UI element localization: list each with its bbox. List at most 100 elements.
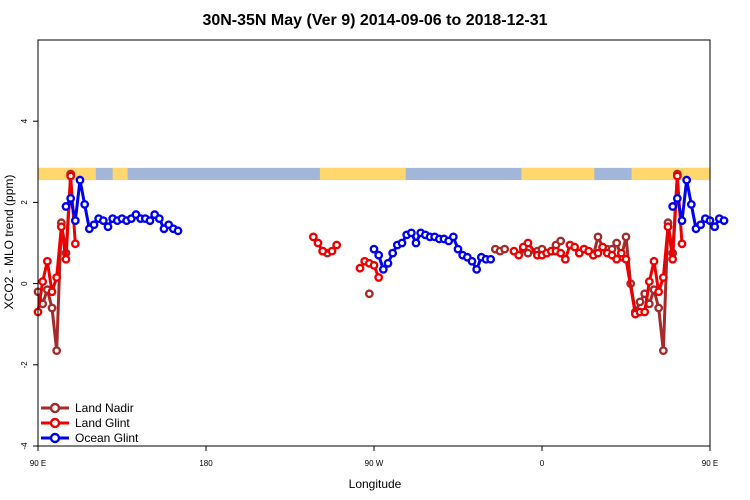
series-1-point-29 bbox=[560, 254, 570, 264]
series-1-point-37 bbox=[598, 242, 608, 252]
series-1-point-3 bbox=[47, 287, 57, 297]
series-1-point-31 bbox=[570, 242, 580, 252]
series-0-point-40 bbox=[658, 346, 668, 355]
series-2-point-60 bbox=[710, 222, 720, 232]
series-0-point-39 bbox=[654, 303, 664, 313]
series-0 bbox=[33, 169, 682, 355]
series-2-point-50 bbox=[486, 254, 496, 264]
series-1-point-22 bbox=[523, 238, 533, 248]
series-0-point-21 bbox=[556, 236, 566, 246]
land-segment-4 bbox=[631, 167, 710, 181]
x-tick-label-1: 180 bbox=[199, 459, 213, 468]
series-2-point-18 bbox=[145, 216, 155, 226]
data-series bbox=[33, 169, 729, 355]
series-0-point-26 bbox=[593, 232, 603, 242]
y-axis: -4 -2 0 2 4 bbox=[20, 118, 38, 450]
series-2-point-9 bbox=[103, 222, 113, 232]
series-2-point-47 bbox=[472, 264, 482, 274]
chart-title: 30N-35N May (Ver 9) 2014-09-06 to 2018-1… bbox=[202, 12, 547, 29]
series-0-point-35 bbox=[635, 297, 645, 307]
legend-label-0: Land Nadir bbox=[75, 401, 134, 415]
series-2-point-27 bbox=[378, 264, 388, 274]
x-tick-label-3: 0 bbox=[540, 459, 545, 468]
legend-label-2: Ocean Glint bbox=[75, 431, 139, 445]
series-2-point-28 bbox=[383, 258, 393, 268]
series-1-point-18 bbox=[374, 273, 384, 282]
series-2-point-34 bbox=[411, 238, 421, 248]
y-axis-label: XCO2 - MLO trend (ppm) bbox=[2, 175, 16, 310]
series-1-point-9 bbox=[308, 232, 318, 242]
series-2-point-55 bbox=[686, 200, 696, 209]
series-2-point-6 bbox=[89, 220, 99, 230]
series-0-point-3 bbox=[47, 303, 57, 313]
y-tick-label-3: 2 bbox=[20, 200, 29, 205]
series-2-point-52 bbox=[672, 193, 682, 203]
land-segment-2 bbox=[319, 167, 406, 181]
series-2-point-54 bbox=[682, 175, 692, 185]
series-1-point-49 bbox=[658, 273, 668, 282]
legend-marker-2 bbox=[49, 432, 61, 444]
series-0-point-4 bbox=[52, 346, 62, 355]
series-1-point-28 bbox=[556, 248, 566, 258]
series-1-point-52 bbox=[672, 171, 682, 181]
series-1-point-13 bbox=[332, 240, 342, 250]
series-0-point-10 bbox=[364, 289, 374, 299]
series-2-point-0 bbox=[61, 202, 71, 211]
series-1-point-8 bbox=[70, 239, 80, 249]
series-0-point-13 bbox=[500, 244, 510, 254]
series-1-point-40 bbox=[612, 254, 622, 264]
x-tick-label-4: 90 E bbox=[702, 459, 718, 468]
series-1-point-1 bbox=[38, 277, 48, 286]
x-tick-label-2: 90 W bbox=[365, 459, 384, 468]
x-tick-label-0: 90 E bbox=[30, 459, 46, 468]
series-0-point-15 bbox=[523, 248, 533, 258]
series-2-point-29 bbox=[388, 248, 398, 258]
land-segment-1 bbox=[112, 167, 128, 181]
series-2-point-24 bbox=[173, 226, 183, 236]
series-1-point-2 bbox=[42, 256, 52, 266]
land-ocean-mask bbox=[38, 167, 710, 181]
series-2-point-33 bbox=[406, 228, 416, 238]
series-1-point-47 bbox=[649, 256, 659, 266]
series-2-point-53 bbox=[677, 216, 687, 226]
series-1-point-6 bbox=[61, 254, 71, 264]
series-2-point-8 bbox=[98, 216, 108, 226]
series-2-point-1 bbox=[66, 193, 76, 203]
series-1-point-45 bbox=[640, 307, 650, 317]
series-1-point-53 bbox=[677, 239, 687, 249]
series-2-point-42 bbox=[448, 232, 458, 242]
series-2-point-62 bbox=[719, 216, 729, 226]
series-1-point-11 bbox=[318, 246, 328, 256]
series-1 bbox=[33, 171, 687, 319]
series-1-point-4 bbox=[52, 273, 62, 282]
land-segment-3 bbox=[521, 167, 595, 181]
series-1-point-36 bbox=[593, 248, 603, 258]
series-0-point-32 bbox=[621, 232, 631, 242]
series-1-point-10 bbox=[313, 238, 323, 248]
series-2-point-57 bbox=[696, 220, 706, 230]
series-2-point-43 bbox=[453, 244, 463, 254]
series-0-point-30 bbox=[612, 238, 622, 248]
series-1-point-41 bbox=[616, 248, 626, 258]
x-axis-label: Longitude bbox=[349, 477, 402, 491]
series-2-point-2 bbox=[70, 216, 80, 226]
series-2-point-4 bbox=[80, 200, 90, 209]
series-2-point-25 bbox=[369, 244, 379, 254]
series-1-point-51 bbox=[668, 254, 678, 264]
series-2-point-31 bbox=[397, 238, 407, 248]
series-1-point-48 bbox=[654, 287, 664, 297]
series-1-point-42 bbox=[621, 254, 631, 264]
series-2-point-20 bbox=[154, 214, 164, 224]
series-2-point-3 bbox=[75, 175, 85, 185]
series-1-point-20 bbox=[514, 250, 524, 260]
y-tick-label-1: -2 bbox=[20, 361, 29, 369]
series-1-point-46 bbox=[644, 277, 654, 286]
legend-marker-0 bbox=[49, 402, 61, 414]
legend-label-1: Land Glint bbox=[75, 416, 130, 430]
series-2-point-26 bbox=[374, 250, 384, 260]
series-2-point-46 bbox=[467, 256, 477, 266]
series-1-point-14 bbox=[355, 263, 365, 273]
